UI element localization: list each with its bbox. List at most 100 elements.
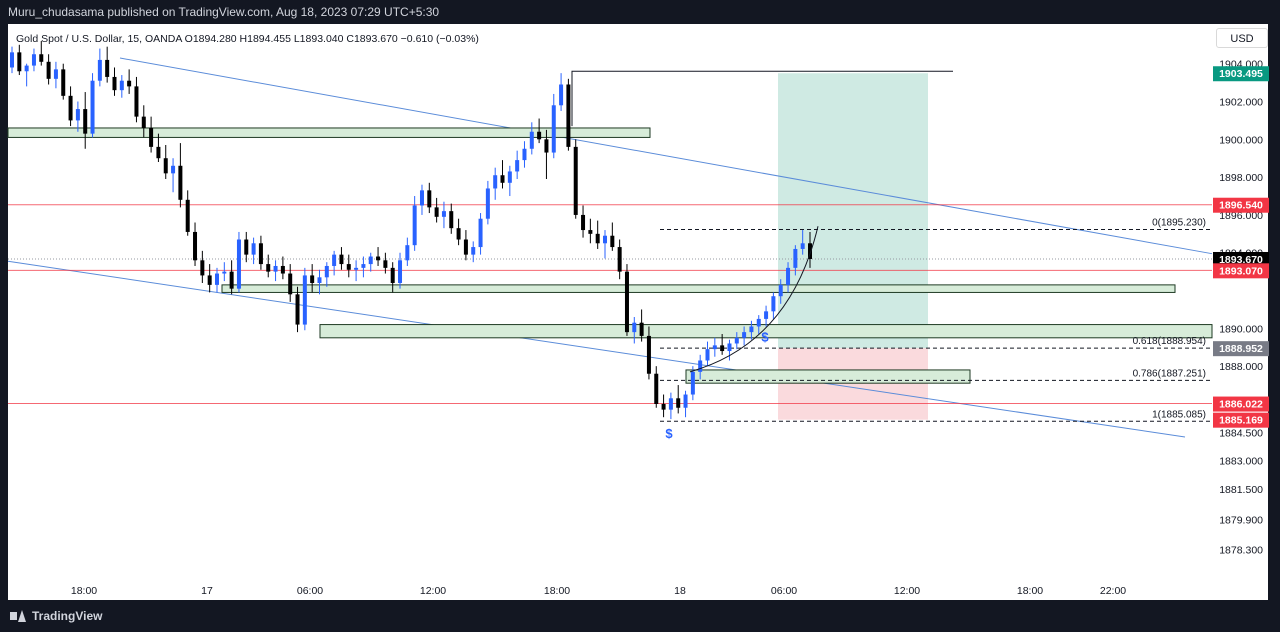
candle-body-68 — [507, 171, 512, 183]
candle-body-1 — [17, 52, 22, 72]
swing-high-line — [571, 70, 953, 127]
candle-body-95 — [705, 349, 710, 361]
candle-body-58 — [434, 207, 439, 217]
time-axis — [8, 576, 1280, 600]
candle-body-41 — [310, 275, 315, 283]
candle-body-105 — [778, 284, 783, 297]
zhihu-logo-icon — [1160, 578, 1179, 597]
candle-body-15 — [119, 80, 124, 91]
candle-body-108 — [800, 243, 805, 249]
candle-body-37 — [280, 265, 285, 274]
candle-body-54 — [405, 245, 410, 261]
candle-body-16 — [127, 80, 132, 87]
y-tick-label: 1884.500 — [1219, 427, 1263, 439]
candle-body-88 — [654, 373, 659, 404]
candle-body-97 — [720, 345, 725, 352]
fib-label-1: 0.618(1888.954) — [1133, 336, 1206, 347]
candle-body-57 — [427, 190, 432, 208]
candle-body-11 — [90, 80, 95, 134]
candle-body-46 — [346, 264, 351, 270]
candle-body-76 — [566, 84, 571, 147]
candle-body-48 — [361, 264, 366, 268]
y-tick-label: 1890.000 — [1219, 323, 1263, 335]
candle-body-7 — [61, 69, 66, 96]
candle-body-107 — [793, 248, 798, 268]
x-tick-label: 18:00 — [71, 585, 97, 597]
y-tick-label: 1879.900 — [1219, 514, 1263, 526]
candle-body-67 — [500, 175, 505, 183]
upper-trendline — [119, 57, 1213, 255]
candle-body-66 — [493, 175, 498, 189]
candle-body-81 — [603, 235, 608, 244]
candle-body-64 — [478, 218, 483, 248]
candle-body-24 — [185, 199, 190, 232]
fib-label-3: 1(1885.085) — [1152, 409, 1206, 420]
candle-body-51 — [383, 260, 388, 268]
candle-body-30 — [229, 271, 234, 289]
candle-body-35 — [266, 264, 271, 272]
candle-body-19 — [149, 127, 154, 147]
right-border — [1268, 24, 1280, 600]
candle-body-91 — [676, 398, 681, 408]
y-tick-label: 1888.000 — [1219, 361, 1263, 373]
candle-body-96 — [712, 345, 717, 350]
candle-body-43 — [324, 265, 329, 278]
candle-body-56 — [419, 190, 424, 206]
candle-body-74 — [551, 105, 556, 153]
candle-body-42 — [317, 277, 322, 283]
x-tick-label: 18 — [674, 585, 686, 597]
candle-body-73 — [544, 139, 549, 153]
x-tick-label: 12:00 — [420, 585, 446, 597]
candle-body-52 — [390, 267, 395, 283]
price-tag-4 — [1213, 341, 1269, 357]
price-tag-6 — [1213, 412, 1269, 428]
price-tag-1 — [1213, 197, 1269, 213]
y-tick-label: 1900.000 — [1219, 134, 1263, 146]
candle-body-63 — [471, 247, 476, 255]
candle-body-23 — [178, 165, 183, 200]
footer-bar: TradingView — [0, 600, 1280, 632]
price-tag-5 — [1213, 396, 1269, 412]
candle-body-47 — [354, 267, 359, 270]
candle-body-20 — [156, 146, 161, 159]
candle-body-89 — [661, 403, 666, 410]
x-tick-label: 18:00 — [544, 585, 570, 597]
candle-body-50 — [376, 256, 381, 261]
candle-body-106 — [786, 267, 791, 285]
candle-body-10 — [83, 109, 88, 134]
chart-pane — [8, 24, 1212, 576]
y-tick-label: 1902.000 — [1219, 97, 1263, 109]
supply-demand-zone-0 — [7, 127, 651, 138]
candle-body-71 — [529, 131, 534, 149]
candle-body-0 — [10, 52, 14, 68]
candle-body-87 — [646, 335, 651, 374]
publisher-bar: Muru_chudasama published on TradingView.… — [0, 0, 1280, 24]
candle-body-38 — [288, 273, 293, 295]
candle-body-26 — [200, 260, 205, 276]
candle-body-45 — [339, 254, 344, 265]
tradingview-logo-icon — [10, 610, 26, 622]
rounded-bottom-curve — [689, 226, 819, 373]
currency-button[interactable]: USD — [1216, 28, 1268, 48]
candle-body-72 — [537, 131, 542, 140]
tradingview-logo[interactable]: TradingView — [10, 609, 102, 623]
candle-body-13 — [105, 59, 110, 77]
candle-body-92 — [683, 394, 688, 408]
candle-body-69 — [515, 160, 520, 172]
candle-body-27 — [207, 275, 212, 285]
candle-body-36 — [273, 265, 278, 272]
y-tick-label: 1878.300 — [1219, 545, 1263, 557]
candle-body-94 — [698, 360, 703, 372]
candle-body-12 — [97, 59, 102, 81]
price-tag-3 — [1213, 263, 1269, 279]
candle-body-70 — [522, 148, 527, 161]
candle-body-49 — [368, 256, 373, 265]
watermark-text: @Fezam — [1182, 576, 1264, 598]
candle-body-39 — [295, 294, 300, 325]
candle-body-104 — [771, 296, 776, 312]
candle-body-102 — [756, 318, 761, 327]
candle-body-18 — [141, 116, 146, 128]
candle-body-101 — [749, 326, 754, 333]
candle-body-40 — [302, 275, 307, 325]
